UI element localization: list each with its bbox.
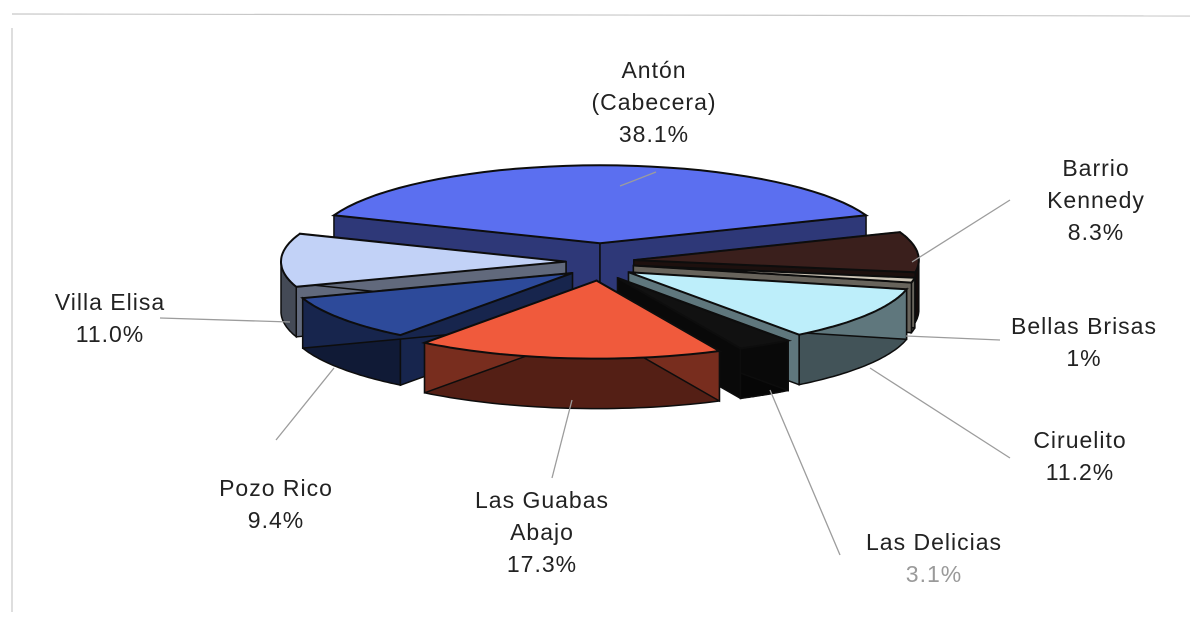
- slice-name-line-3-0: Ciruelito: [1033, 427, 1126, 453]
- slice-value-label-6: 9.4%: [248, 507, 304, 533]
- slice-name-line-5-1: Abajo: [510, 519, 574, 545]
- slice-value-label-7: 11.0%: [76, 321, 145, 347]
- leaders-layer: [159, 171, 1011, 556]
- slice-label-2: Bellas Brisas 1%: [1011, 313, 1157, 371]
- slice-value-label-1: 8.3%: [1068, 219, 1124, 245]
- pie-slice-top-5: [420, 279, 723, 360]
- slice-name-line-0-1: (Cabecera): [591, 89, 716, 115]
- labels-layer: Antón (Cabecera) 38.1% Barrio Kennedy 8.3% Bel…: [55, 57, 1157, 587]
- slice-name-line-1-1: Kennedy: [1047, 187, 1145, 213]
- slice-name-line-0-0: Antón: [621, 57, 686, 83]
- leader-line-3: [869, 367, 1011, 459]
- slice-name-line-6-0: Pozo Rico: [219, 475, 333, 501]
- slice-label-3: Ciruelito 11.2%: [1033, 427, 1126, 485]
- leader-line-6: [275, 367, 335, 441]
- frame-top-line: [11, 13, 1191, 17]
- pie-slice-top-1: [633, 231, 920, 274]
- slice-value-label-2: 1%: [1066, 345, 1101, 371]
- slice-name-line-5-0: Las Guabas: [475, 487, 609, 513]
- slice-label-1: Barrio Kennedy 8.3%: [1047, 155, 1145, 245]
- pie-slice-top-2: [633, 264, 916, 284]
- leader-line-1: [911, 199, 1011, 263]
- slice-value-label-3: 11.2%: [1046, 459, 1115, 485]
- slice-name-line-2-0: Bellas Brisas: [1011, 313, 1157, 339]
- leader-line-2: [905, 335, 1001, 341]
- pie-slice-5: [420, 279, 723, 410]
- slice-label-7: Villa Elisa 11.0%: [55, 289, 165, 347]
- slice-value-label-0: 38.1%: [619, 121, 689, 147]
- slice-label-0: Antón (Cabecera) 38.1%: [591, 57, 716, 147]
- pie-slice-top-4: [617, 277, 793, 350]
- slice-label-5: Las Guabas Abajo 17.3%: [475, 487, 609, 577]
- pie-slice-top-0: [330, 164, 870, 245]
- pie-slice-top-7: [280, 232, 567, 288]
- slice-name-line-1-0: Barrio: [1062, 155, 1129, 181]
- leader-line-4: [769, 389, 841, 556]
- slice-value-label-5: 17.3%: [507, 551, 577, 577]
- slices-layer: [280, 164, 920, 410]
- pie-slice-top-3: [628, 271, 909, 336]
- leader-line-5: [551, 399, 573, 479]
- slice-value-label-4: 3.1%: [906, 561, 962, 587]
- slice-name-line-4-0: Las Delicias: [866, 529, 1002, 555]
- slice-label-6: Pozo Rico 9.4%: [219, 475, 333, 533]
- leader-line-7: [159, 317, 291, 323]
- leader-line-0: [619, 171, 657, 187]
- pie-slice-top-6: [300, 272, 573, 337]
- slice-label-4: Las Delicias 3.1%: [866, 529, 1002, 587]
- slice-name-line-7-0: Villa Elisa: [55, 289, 165, 315]
